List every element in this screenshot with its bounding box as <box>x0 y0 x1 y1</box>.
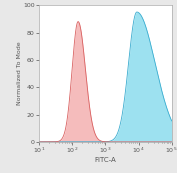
X-axis label: FITC-A: FITC-A <box>95 157 116 163</box>
Y-axis label: Normalized To Mode: Normalized To Mode <box>17 42 22 105</box>
